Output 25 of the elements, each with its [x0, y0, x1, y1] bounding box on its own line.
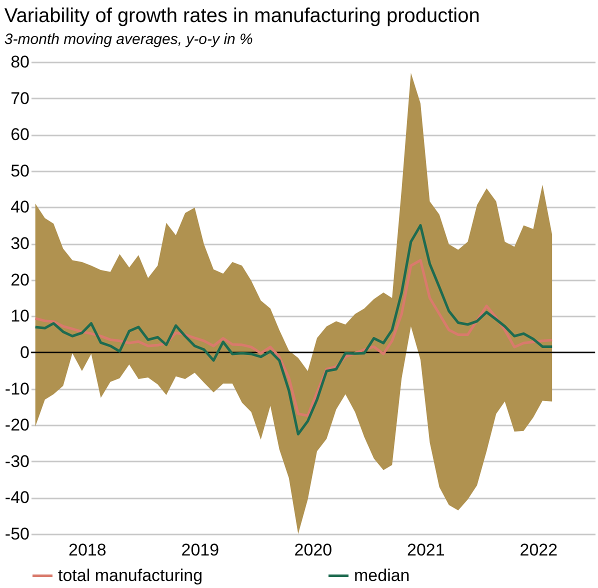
y-tick-label: -30	[4, 452, 30, 471]
y-tick-label: -20	[4, 416, 30, 435]
line-series	[34, 258, 554, 417]
legend-label: total manufacturing	[58, 566, 203, 585]
y-tick-label: 70	[10, 88, 30, 108]
x-tick-label: 2021	[407, 540, 445, 560]
y-tick-label: 40	[10, 198, 30, 217]
y-tick-label: 50	[10, 161, 30, 180]
y-tick-label: 80	[10, 52, 30, 72]
legend-label: median	[354, 566, 410, 585]
y-tick-label: 60	[10, 125, 30, 144]
x-tick-label: 2022	[520, 540, 558, 560]
y-tick-label: 20	[10, 270, 30, 290]
y-tick-label: -10	[4, 379, 30, 398]
y-tick-label: -40	[4, 488, 30, 508]
x-tick-label: 2018	[68, 540, 106, 560]
x-tick-label: 2019	[181, 540, 220, 560]
x-tick-label: 2020	[294, 540, 332, 560]
line-series	[34, 224, 554, 436]
y-tick-label: 30	[10, 234, 30, 254]
chart-title: Variability of growth rates in manufacturing production	[4, 5, 480, 27]
y-tick-label: -50	[4, 524, 30, 544]
y-tick-label: 10	[10, 306, 30, 326]
y-tick-label: 0	[20, 342, 30, 362]
chart-subtitle: 3-month moving averages, y-o-y in %	[4, 31, 253, 48]
